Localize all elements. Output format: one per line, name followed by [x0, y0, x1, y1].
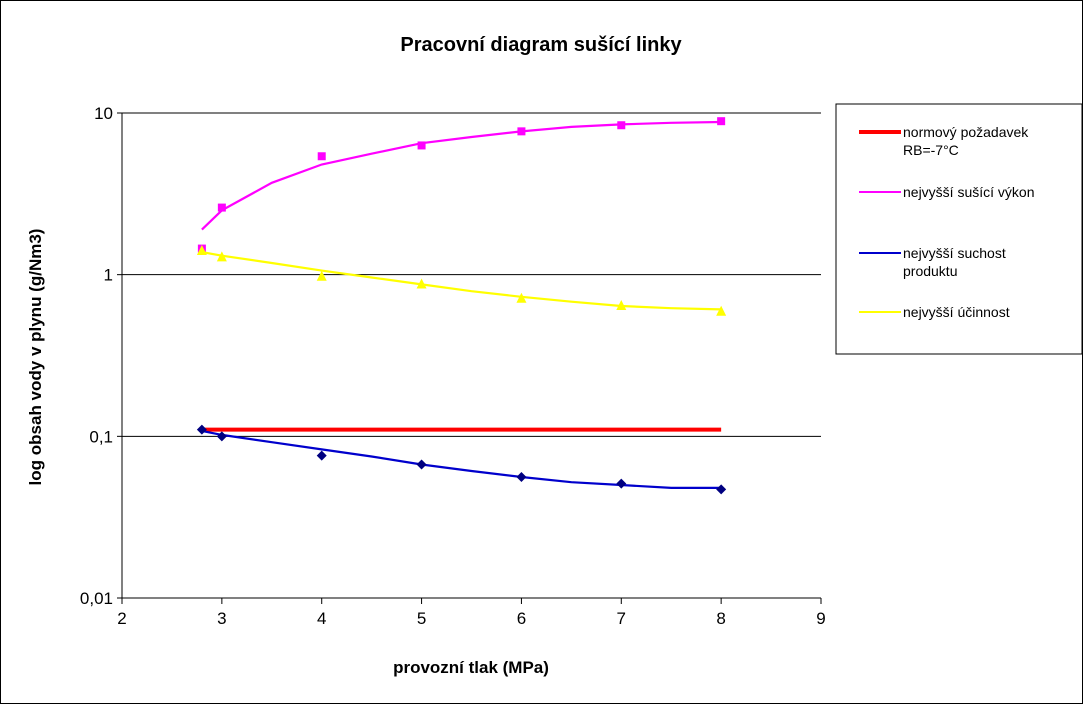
chart-title: Pracovní diagram sušící linky [400, 34, 682, 56]
series-4-point [516, 292, 527, 303]
x-axis-title: provozní tlak (MPa) [393, 658, 549, 677]
x-tick-label: 3 [217, 609, 226, 628]
y-tick-label: 0,1 [89, 427, 113, 446]
x-tick-label: 2 [117, 609, 126, 628]
x-tick-label: 4 [317, 609, 326, 628]
series-4-trendline [201, 251, 722, 311]
series-4-point [216, 251, 227, 262]
series-4-point [416, 278, 427, 289]
x-tick-label: 9 [816, 609, 825, 628]
series-3-point [516, 472, 527, 483]
series-2-point [517, 127, 526, 136]
series-3-trendline [201, 429, 722, 489]
legend-label: nejvyšší účinnost [903, 304, 1010, 320]
series-2-trendline [201, 120, 722, 231]
series-4-point [716, 305, 727, 316]
x-tick-label: 5 [417, 609, 426, 628]
series-2-point [717, 117, 726, 126]
series-2-point [217, 203, 226, 212]
series-2-point [617, 121, 626, 130]
legend: normový požadavek RB=-7°C nejvyšší sušící … [859, 124, 1035, 320]
series-3-point [196, 424, 207, 435]
legend-label: normový požadavek [903, 124, 1029, 140]
series-2-point [417, 141, 426, 150]
y-tick-label: 10 [94, 104, 113, 123]
legend-label-line2: RB=-7°C [903, 142, 959, 158]
series-3-point [216, 431, 227, 442]
legend-label: nejvyšší sušící výkon [903, 184, 1035, 200]
x-tick-label: 8 [716, 609, 725, 628]
legend-label: nejvyšší suchost [903, 245, 1006, 261]
series-3-point [416, 459, 427, 470]
x-tick-label: 7 [617, 609, 626, 628]
series-4-point [616, 300, 627, 311]
x-tick-label: 6 [517, 609, 526, 628]
series-4-point [316, 270, 327, 281]
y-tick-label: 1 [104, 266, 113, 285]
legend-label-line2: produktu [903, 263, 957, 279]
series-2-point [317, 152, 326, 161]
series-4-point [196, 245, 207, 256]
series-3-point [616, 478, 627, 489]
series-3-point [716, 484, 727, 495]
y-axis-title: log obsah vody v plynu (g/Nm3) [26, 229, 45, 486]
plot-area: 0,01 0,1 1 10 2 3 4 5 6 7 8 9 [80, 104, 826, 628]
series-3-point [316, 450, 327, 461]
y-tick-label: 0,01 [80, 589, 113, 608]
